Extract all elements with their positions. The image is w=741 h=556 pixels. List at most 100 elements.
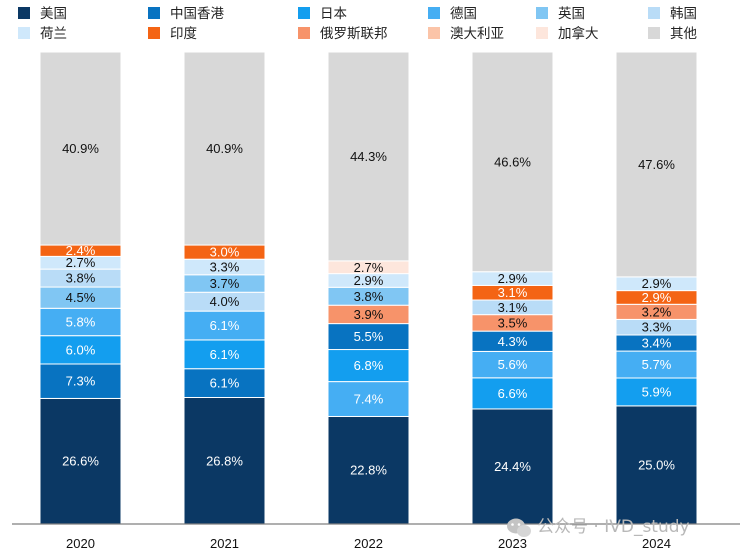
bar-segment (471, 408, 554, 525)
data-label: 6.1% (210, 347, 240, 362)
data-label: 46.6% (494, 154, 531, 169)
data-label: 40.9% (62, 141, 99, 156)
data-label: 2.9% (354, 273, 384, 288)
data-label: 5.5% (354, 329, 384, 344)
bar-segment (183, 397, 266, 525)
data-label: 5.7% (642, 357, 672, 372)
data-label: 3.8% (354, 289, 384, 304)
legend-swatch (148, 27, 160, 39)
x-tick-label: 2020 (66, 536, 95, 551)
legend-swatch (428, 27, 440, 39)
bar-segment (471, 377, 554, 410)
legend-item: 荷兰 (18, 26, 67, 42)
data-label: 7.3% (66, 374, 96, 389)
bars: 26.6%7.3%6.0%5.8%4.5%3.8%2.7%2.4%40.9%26… (39, 51, 698, 525)
legend-label: 其他 (670, 26, 697, 42)
legend-item: 德国 (428, 6, 477, 22)
bar-segment (183, 368, 266, 399)
data-label: 6.1% (210, 318, 240, 333)
data-label: 3.9% (354, 307, 384, 322)
legend-label: 印度 (170, 26, 197, 42)
bar-segment (39, 397, 122, 525)
bar-segment (327, 323, 410, 351)
data-label: 3.8% (66, 271, 96, 286)
data-label: 2.9% (498, 271, 528, 286)
data-label: 3.5% (498, 315, 528, 330)
x-tick-label: 2024 (642, 536, 671, 551)
data-label: 2.9% (642, 276, 672, 291)
data-label: 5.8% (66, 314, 96, 329)
legend-swatch (648, 27, 660, 39)
bar-segment (471, 350, 554, 379)
data-label: 3.3% (210, 259, 240, 274)
legend-item: 俄罗斯联邦 (298, 26, 388, 42)
data-label: 2.4% (66, 243, 96, 258)
legend-label: 德国 (450, 6, 477, 22)
data-label: 5.9% (642, 384, 672, 399)
legend-label: 澳大利亚 (450, 26, 504, 42)
legend-swatch (298, 7, 310, 19)
data-label: 6.0% (66, 342, 96, 357)
bar-segment (39, 51, 122, 246)
legend-label: 日本 (320, 6, 347, 22)
bar-segment (327, 349, 410, 383)
bar-segment (327, 415, 410, 525)
data-label: 22.8% (350, 463, 387, 478)
x-tick-label: 2022 (354, 536, 383, 551)
legend-label: 美国 (40, 6, 67, 22)
data-label: 40.9% (206, 141, 243, 156)
x-axis-ticks: 2020 2021 2022 2023 2024 (66, 536, 671, 551)
legend-item: 加拿大 (536, 25, 599, 42)
legend-swatch (648, 7, 660, 19)
watermark: 公众号 · IVD_study (507, 517, 690, 537)
legend-item: 美国 (18, 6, 67, 22)
bar-segment (183, 339, 266, 370)
legend-item: 中国香港 (148, 6, 224, 22)
data-label: 26.6% (62, 454, 99, 469)
bar-segment (327, 381, 410, 417)
data-label: 2.7% (66, 255, 96, 270)
data-label: 6.1% (210, 376, 240, 391)
data-label: 5.6% (498, 357, 528, 372)
data-label: 3.2% (642, 304, 672, 319)
data-label: 2.7% (354, 260, 384, 275)
data-label: 6.6% (498, 386, 528, 401)
legend-swatch (536, 7, 548, 19)
bar-segment (471, 51, 554, 273)
legend-label: 英国 (558, 5, 585, 22)
data-label: 26.8% (206, 453, 243, 468)
legend-swatch (536, 27, 548, 39)
legend-item: 韩国 (648, 6, 697, 22)
x-tick-label: 2021 (210, 536, 239, 551)
bar-segment (183, 310, 266, 341)
bar-segment (39, 307, 122, 337)
legend-item: 日本 (298, 6, 347, 22)
data-label: 47.6% (638, 157, 675, 172)
data-label: 4.0% (210, 294, 240, 309)
bar-segment (615, 51, 698, 278)
bar-segment (615, 405, 698, 525)
data-label: 3.7% (210, 276, 240, 291)
legend-label: 俄罗斯联邦 (320, 26, 388, 42)
legend-swatch (18, 27, 30, 39)
legend-swatch (298, 27, 310, 39)
legend-label: 韩国 (670, 6, 697, 22)
legend-item: 其他 (648, 26, 697, 42)
legend-item: 印度 (148, 26, 197, 42)
legend-item: 澳大利亚 (428, 26, 504, 42)
data-label: 3.3% (642, 320, 672, 335)
legend-swatch (428, 7, 440, 19)
data-label: 2.9% (642, 290, 672, 305)
wechat-icon (507, 518, 531, 537)
bar-segment (327, 51, 410, 262)
data-label: 3.1% (498, 300, 528, 315)
legend-label: 荷兰 (40, 26, 67, 42)
legend-item: 英国 (536, 5, 585, 22)
legend-swatch (148, 7, 160, 19)
data-label: 4.3% (498, 334, 528, 349)
data-label: 4.5% (66, 290, 96, 305)
data-label: 3.4% (642, 336, 672, 351)
data-label: 24.4% (494, 459, 531, 474)
